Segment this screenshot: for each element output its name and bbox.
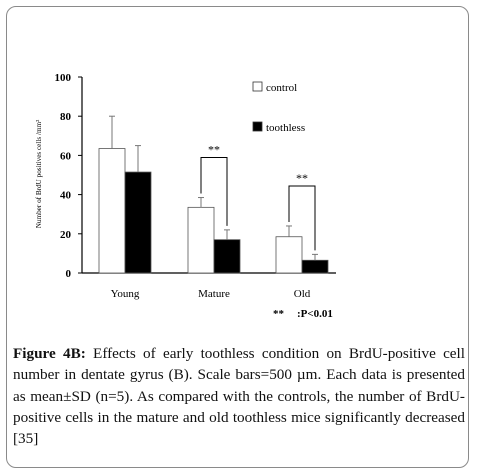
legend: control toothless	[252, 81, 305, 134]
x-tick-label-young: Young	[111, 288, 140, 300]
y-tick-label: 100	[55, 72, 72, 84]
bar-chart: 0 20 40 60 80 100 ** ** Young Mature Old control…	[35, 72, 336, 320]
bar-toothless-young	[124, 171, 152, 274]
significance-markers: ** **	[200, 143, 316, 251]
y-tick-label: 40	[60, 190, 72, 202]
y-tick-label: 20	[60, 229, 72, 241]
legend-label-control: control	[266, 82, 297, 94]
y-tick-label: 80	[60, 111, 72, 123]
x-tick-label-old: Old	[294, 288, 311, 300]
figure-frame	[6, 6, 469, 468]
legend-swatch-toothless	[252, 121, 263, 132]
bar-control-young	[98, 148, 126, 274]
legend-label-toothless: toothless	[266, 122, 305, 134]
y-tick-label: 60	[60, 150, 72, 162]
y-axis-label: Number of BrdU positives cells /mm²	[35, 120, 43, 229]
bar-control-mature	[187, 206, 215, 274]
footnote-text: :P<0.01	[297, 308, 333, 320]
significance-bracket-mature	[200, 157, 228, 226]
y-tick-labels: 0 20 40 60 80 100	[55, 72, 72, 280]
figure-caption: Figure 4B: Effects of early toothless co…	[13, 343, 465, 449]
caption-label: Figure 4B:	[13, 345, 86, 362]
legend-swatch-control	[252, 81, 263, 92]
significance-label-mature: **	[208, 143, 220, 157]
caption-text: Effects of early toothless condition on …	[13, 345, 465, 448]
x-tick-label-mature: Mature	[198, 288, 230, 300]
significance-label-old: **	[296, 171, 308, 185]
x-tick-labels: Young Mature Old	[111, 288, 311, 300]
bar-toothless-mature	[213, 239, 241, 274]
bars	[98, 148, 329, 274]
footnote-stars: **	[273, 308, 285, 320]
bar-toothless-old	[301, 259, 329, 274]
significance-bracket-old	[288, 185, 316, 251]
bar-control-old	[275, 236, 303, 274]
error-bars	[109, 115, 318, 261]
y-tick-label: 0	[66, 268, 72, 280]
